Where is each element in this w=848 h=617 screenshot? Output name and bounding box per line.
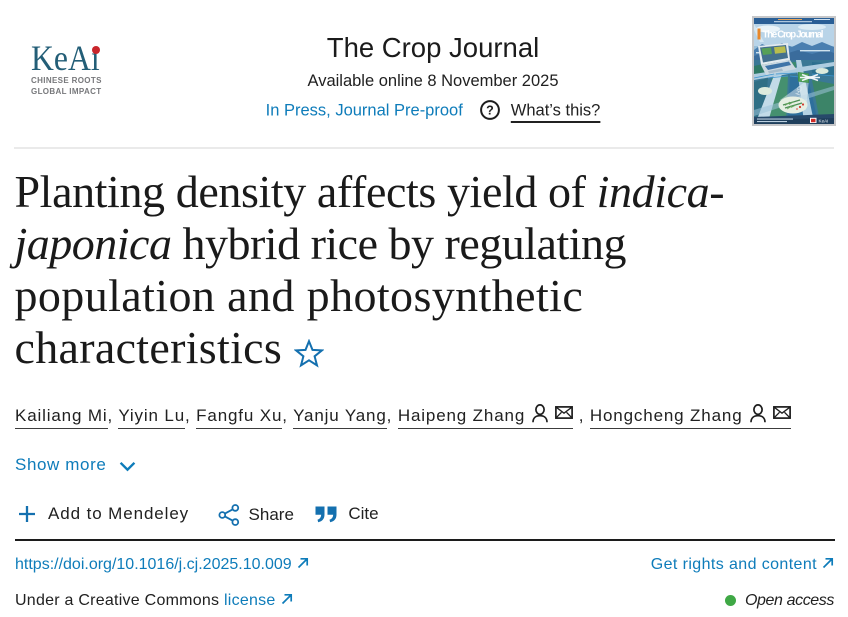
svg-text:?: ?: [486, 104, 494, 118]
svg-text:The Crop Journal: The Crop Journal: [763, 30, 824, 41]
svg-text:KeAi: KeAi: [819, 119, 829, 124]
